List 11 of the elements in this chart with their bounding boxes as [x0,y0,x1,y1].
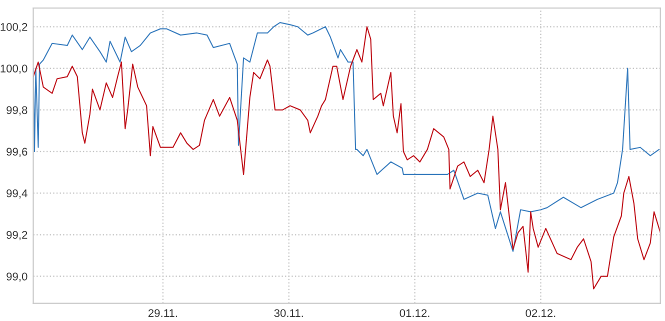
y-tick-label: 99,2 [6,230,28,240]
x-tick-label: 01.12. [400,309,430,318]
y-tick-label: 99,6 [6,148,28,157]
x-tick-label: 29.11. [148,309,177,318]
y-tick-label: 99,4 [6,189,28,199]
x-tick-label: 02.12. [526,309,556,318]
y-tick-label: 100,0 [0,64,28,74]
y-tick-label: 99,0 [6,272,28,282]
y-tick-label: 100,2 [0,23,28,32]
y-tick-label: 99,8 [6,106,28,116]
x-tick-label: 30.11. [274,309,303,318]
